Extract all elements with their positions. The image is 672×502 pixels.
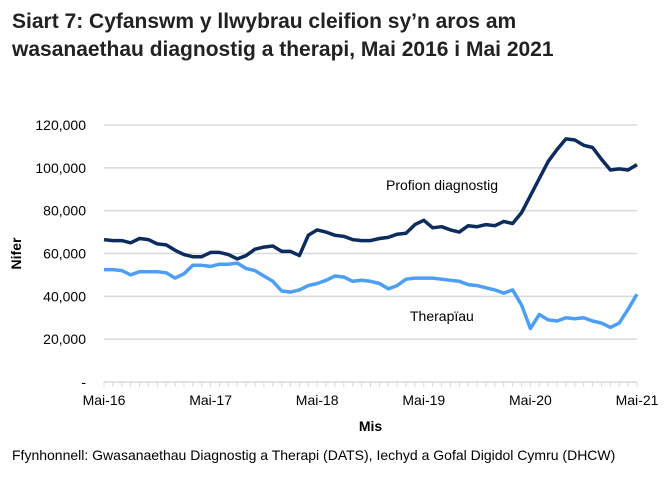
series-label-therapies: Therapïau [410,308,474,324]
y-tick-label: 100,000 [35,160,86,176]
y-tick-label: 20,000 [43,331,86,347]
y-tick-label: 60,000 [43,246,86,262]
chart-title: Siart 7: Cyfanswm y llwybrau cleifion sy… [12,10,554,61]
x-tick-label: Mai-17 [189,392,232,408]
x-tick-label: Mai-20 [509,392,552,408]
x-tick-label: Mai-18 [296,392,339,408]
y-tick-label: 80,000 [43,203,86,219]
x-tick-label: Mai-16 [83,392,126,408]
x-axis-title: Mis [359,418,383,434]
series-line-diagnostic [103,137,638,261]
y-tick-label: - [81,374,86,390]
y-axis-title: Nifer [8,237,24,269]
source-note: Ffynhonnell: Gwasanaethau Diagnostig a T… [12,447,616,463]
series-label-diagnostic: Profion diagnostig [386,177,498,193]
y-tick-label: 120,000 [35,117,86,133]
y-tick-label: 40,000 [43,288,86,304]
x-tick-label: Mai-19 [402,392,445,408]
x-tick-label: Mai-21 [616,392,659,408]
